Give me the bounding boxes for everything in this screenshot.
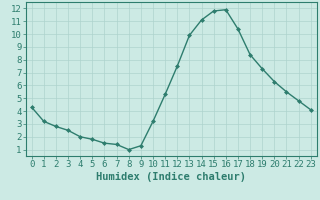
X-axis label: Humidex (Indice chaleur): Humidex (Indice chaleur) [96, 172, 246, 182]
